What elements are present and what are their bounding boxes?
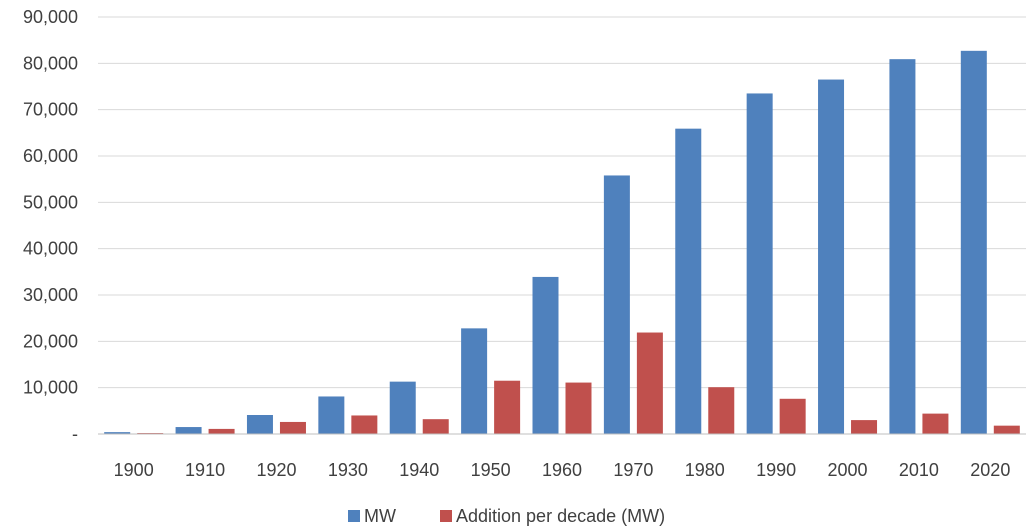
bar-addition-1960 bbox=[565, 382, 592, 434]
legend: MW Addition per decade (MW) bbox=[348, 506, 665, 526]
y-tick-label: 10,000 bbox=[23, 378, 78, 398]
x-tick-label: 2000 bbox=[828, 460, 868, 480]
x-tick-label: 1910 bbox=[185, 460, 225, 480]
bar-mw-1900 bbox=[104, 432, 131, 434]
bar-addition-1950 bbox=[494, 380, 521, 434]
bar-addition-1990 bbox=[779, 398, 806, 434]
x-tick-label: 2010 bbox=[899, 460, 939, 480]
bar-addition-1910 bbox=[208, 428, 235, 434]
bar-addition-1940 bbox=[422, 419, 449, 434]
legend-swatch bbox=[348, 510, 360, 522]
bar-addition-1970 bbox=[636, 332, 663, 434]
x-tick-label: 1900 bbox=[114, 460, 154, 480]
bar-mw-1970 bbox=[603, 175, 630, 434]
x-tick-label: 1980 bbox=[685, 460, 725, 480]
y-tick-label: - bbox=[72, 424, 78, 444]
bar-mw-1950 bbox=[461, 328, 488, 434]
bar-mw-1960 bbox=[532, 276, 559, 434]
x-tick-label: 1950 bbox=[471, 460, 511, 480]
x-tick-label: 2020 bbox=[970, 460, 1010, 480]
y-tick-label: 90,000 bbox=[23, 7, 78, 27]
bars bbox=[104, 50, 1020, 435]
bar-addition-1980 bbox=[708, 387, 735, 434]
legend-label: Addition per decade (MW) bbox=[456, 506, 665, 526]
y-tick-label: 40,000 bbox=[23, 239, 78, 259]
bar-mw-1990 bbox=[746, 93, 773, 434]
y-tick-label: 60,000 bbox=[23, 146, 78, 166]
bar-addition-2000 bbox=[851, 420, 878, 434]
y-tick-label: 30,000 bbox=[23, 285, 78, 305]
gridlines bbox=[98, 16, 1026, 389]
bar-mw-2000 bbox=[818, 79, 845, 435]
legend-label: MW bbox=[364, 506, 396, 526]
bar-mw-1980 bbox=[675, 128, 702, 434]
y-tick-label: 20,000 bbox=[23, 331, 78, 351]
x-tick-label: 1920 bbox=[256, 460, 296, 480]
bar-mw-2020 bbox=[960, 50, 987, 434]
legend-swatch bbox=[440, 510, 452, 522]
y-tick-label: 80,000 bbox=[23, 53, 78, 73]
y-axis-tick-labels: - 10,000 20,000 30,000 40,000 50,000 60,000 70,… bbox=[23, 7, 78, 444]
bar-mw-1920 bbox=[246, 415, 273, 434]
bar-mw-1910 bbox=[175, 427, 202, 434]
x-tick-label: 1960 bbox=[542, 460, 582, 480]
x-tick-label: 1970 bbox=[613, 460, 653, 480]
bar-addition-2020 bbox=[993, 425, 1020, 434]
x-tick-label: 1990 bbox=[756, 460, 796, 480]
y-tick-label: 70,000 bbox=[23, 100, 78, 120]
bar-addition-1930 bbox=[351, 415, 378, 434]
y-tick-label: 50,000 bbox=[23, 192, 78, 212]
bar-mw-1930 bbox=[318, 396, 345, 434]
x-axis-tick-labels: 1900 1910 1920 1930 1940 1950 1960 1970 1980 1990… bbox=[114, 460, 1011, 480]
bar-mw-2010 bbox=[889, 59, 916, 435]
x-tick-label: 1940 bbox=[399, 460, 439, 480]
x-tick-label: 1930 bbox=[328, 460, 368, 480]
bar-addition-2010 bbox=[922, 413, 949, 434]
bar-addition-1920 bbox=[279, 421, 306, 434]
bar-mw-1940 bbox=[389, 381, 416, 434]
